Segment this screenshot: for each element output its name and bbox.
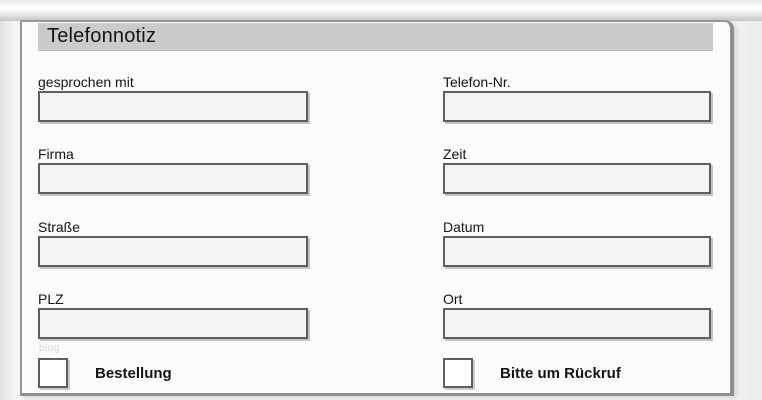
checkrow-bestellung: Bestellung	[38, 358, 172, 388]
field-ort: Ort	[443, 290, 711, 339]
field-telefon-nr: Telefon-Nr.	[443, 73, 711, 122]
input-datum[interactable]	[443, 236, 711, 267]
label-telefon-nr: Telefon-Nr.	[443, 74, 511, 90]
field-strasse: Straße	[38, 218, 308, 267]
input-strasse[interactable]	[38, 236, 308, 267]
label-ort: Ort	[443, 291, 463, 307]
field-firma: Firma	[38, 145, 308, 194]
label-strasse: Straße	[38, 219, 81, 235]
field-plz: PLZ	[38, 290, 308, 339]
input-ort[interactable]	[443, 308, 711, 339]
input-zeit[interactable]	[443, 163, 711, 194]
checkrow-bitte-um-rueckruf: Bitte um Rückruf	[443, 358, 621, 388]
label-bitte-um-rueckruf: Bitte um Rückruf	[500, 364, 621, 382]
input-telefon-nr[interactable]	[443, 91, 711, 122]
label-plz: PLZ	[38, 291, 64, 307]
input-plz[interactable]	[38, 308, 308, 339]
input-gesprochen-mit[interactable]	[38, 91, 308, 122]
label-zeit: Zeit	[443, 146, 467, 162]
field-zeit: Zeit	[443, 145, 711, 194]
checkbox-bestellung[interactable]	[38, 358, 68, 388]
top-gloss-bar	[0, 0, 762, 21]
page-title: Telefonnotiz	[47, 25, 157, 47]
telefonnotiz-panel: Telefonnotiz gesprochen mit Telefon-Nr. …	[20, 20, 734, 396]
field-datum: Datum	[443, 218, 711, 267]
field-gesprochen-mit: gesprochen mit	[38, 73, 308, 122]
label-firma: Firma	[38, 146, 74, 162]
label-datum: Datum	[443, 219, 485, 235]
input-firma[interactable]	[38, 163, 308, 194]
panel-header: Telefonnotiz	[38, 23, 713, 51]
watermark-text: blog	[39, 343, 60, 354]
checkbox-bitte-um-rueckruf[interactable]	[443, 358, 473, 388]
label-bestellung: Bestellung	[95, 364, 172, 382]
label-gesprochen-mit: gesprochen mit	[38, 74, 134, 90]
